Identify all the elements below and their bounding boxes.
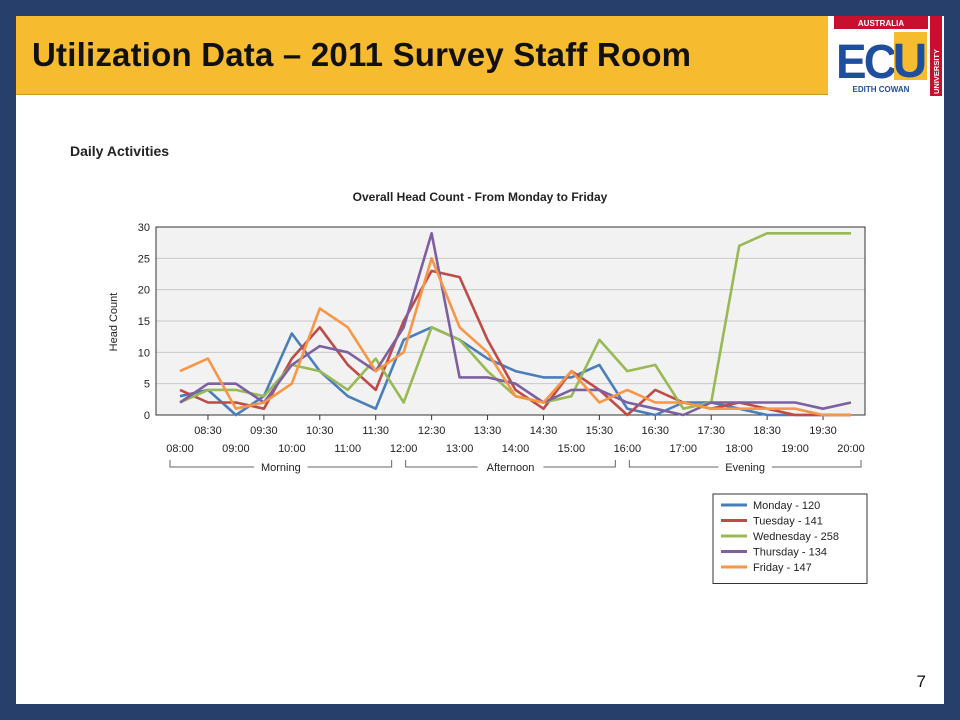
period-brackets: Morning Afternoon Evening — [169, 460, 862, 474]
y-tick-label: 20 — [138, 285, 150, 297]
x-tick-label-top: 18:30 — [753, 425, 781, 437]
x-tick-label-top: 10:30 — [306, 425, 334, 437]
x-tick-label-bottom: 14:00 — [502, 443, 530, 455]
period-bracket-right — [543, 460, 616, 468]
y-tick-label: 25 — [138, 253, 150, 265]
slide-title: Utilization Data – 2011 Survey Staff Roo… — [32, 36, 692, 73]
x-tick-label-bottom: 12:00 — [390, 443, 418, 455]
x-tick-label-top: 16:30 — [642, 425, 670, 437]
period-bracket-left — [628, 460, 719, 468]
plot-frame — [155, 226, 866, 416]
period-label: Evening — [725, 462, 765, 474]
legend-label: Friday - 147 — [753, 562, 812, 574]
series-line-4 — [179, 232, 852, 417]
period-bracket-left — [169, 460, 255, 468]
logo-side-band — [930, 16, 942, 96]
x-tick-label-bottom: 16:00 — [614, 443, 642, 455]
x-tick-label-bottom: 19:00 — [781, 443, 809, 455]
y-tick-label: 5 — [144, 379, 150, 391]
logo-ecu-ec: EC — [836, 36, 896, 89]
logo-top-band — [834, 16, 928, 29]
y-axis-label: Head Count — [108, 293, 120, 352]
legend-label: Monday - 120 — [753, 500, 820, 512]
logo-top-text: AUSTRALIA — [858, 19, 904, 28]
logo-bottom-text: EDITH COWAN — [853, 85, 910, 94]
y-axis-ticks: 0 5 10 15 20 25 30 — [138, 222, 150, 422]
legend-label: Thursday - 134 — [753, 547, 827, 559]
title-bar: Utilization Data – 2011 Survey Staff Roo… — [16, 16, 828, 95]
x-tick-label-bottom: 11:00 — [334, 443, 361, 455]
x-tick-label-top: 19:30 — [809, 425, 837, 437]
y-tick-label: 30 — [138, 222, 150, 234]
x-tick-label-top: 14:30 — [530, 425, 558, 437]
period-label: Morning — [261, 462, 301, 474]
x-tick-label-bottom: 18:00 — [725, 443, 753, 455]
x-tick-label-top: 09:30 — [250, 425, 278, 437]
period-bracket-right — [307, 460, 393, 468]
period-bracket-left — [405, 460, 478, 468]
ecu-logo: AUSTRALIA EC U EDITH COWAN UNIVERSITY — [834, 16, 944, 96]
ecu-logo-graphic: AUSTRALIA EC U EDITH COWAN UNIVERSITY — [834, 16, 942, 96]
logo-u-block — [894, 32, 927, 80]
x-tick-label-bottom: 15:00 — [558, 443, 586, 455]
x-tick-label-top: 08:30 — [194, 425, 222, 437]
legend-label: Tuesday - 141 — [753, 516, 823, 528]
legend-box — [712, 493, 868, 584]
x-tick-label-bottom: 20:00 — [837, 443, 865, 455]
y-tick-label: 15 — [138, 316, 150, 328]
x-tick-label-top: 11:30 — [362, 425, 389, 437]
logo-ecu-u: U — [893, 35, 928, 88]
x-axis-ticks: 08:30 09:30 10:30 11:30 12:30 13:30 14:30 15:30… — [166, 415, 865, 455]
x-tick-label-bottom: 17:00 — [669, 443, 697, 455]
x-tick-label-bottom: 09:00 — [222, 443, 250, 455]
period-bracket-right — [771, 460, 862, 468]
section-heading: Daily Activities — [70, 143, 169, 159]
logo-side-text: UNIVERSITY — [932, 49, 941, 94]
slide: Utilization Data – 2011 Survey Staff Roo… — [16, 16, 944, 704]
x-tick-label-top: 17:30 — [697, 425, 725, 437]
x-tick-label-bottom: 08:00 — [166, 443, 194, 455]
x-tick-label-bottom: 13:00 — [446, 443, 474, 455]
y-tick-label: 10 — [138, 347, 150, 359]
legend-label: Wednesday - 258 — [753, 531, 839, 543]
legend: Monday - 120 Tuesday - 141 Wednesday - 258… — [712, 493, 868, 584]
x-tick-label-top: 12:30 — [418, 425, 446, 437]
series-line-5 — [179, 257, 851, 417]
x-tick-label-top: 13:30 — [474, 425, 502, 437]
chart-title: Overall Head Count - From Monday to Frid… — [353, 190, 608, 204]
y-tick-label: 0 — [144, 410, 150, 422]
chart-area: Daily Activities Overall Head Count - Fr… — [70, 143, 868, 584]
page-number: 7 — [916, 672, 926, 691]
period-label: Afternoon — [487, 462, 535, 474]
x-tick-label-top: 15:30 — [586, 425, 614, 437]
x-tick-label-bottom: 10:00 — [278, 443, 306, 455]
series-lines — [179, 232, 852, 417]
